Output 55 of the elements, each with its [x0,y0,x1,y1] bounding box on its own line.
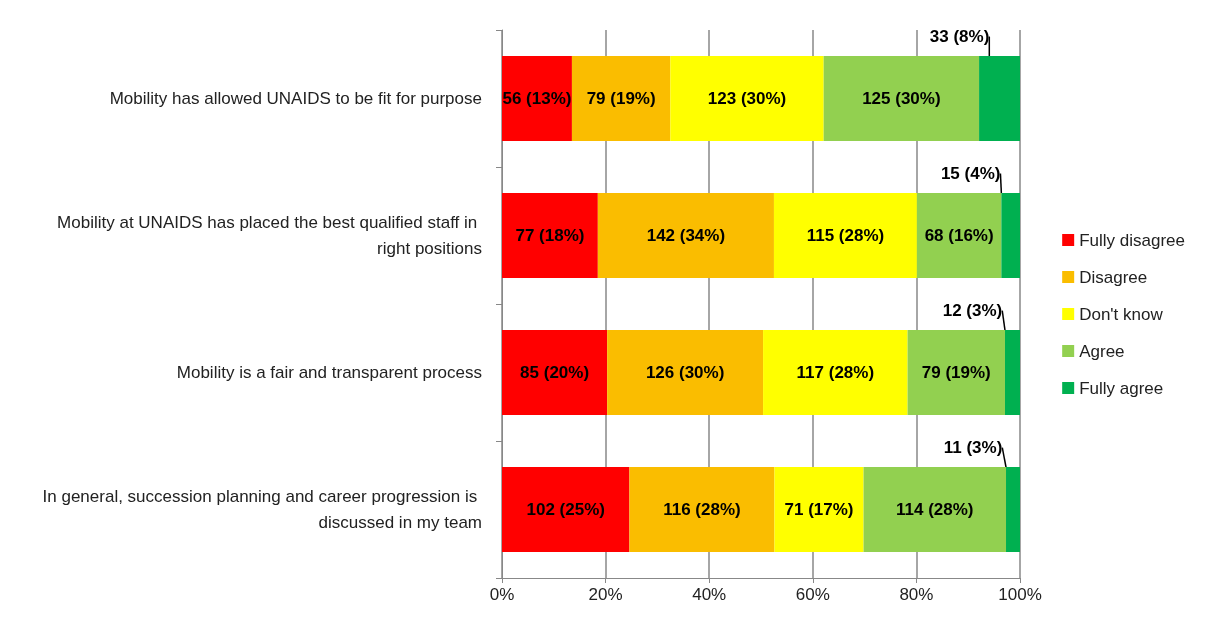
bar [670,56,824,141]
data-label: 116 (28%) [663,500,741,519]
legend-label: Disagree [1079,267,1148,287]
data-label: 12 (3%) [942,301,1003,321]
bar [571,56,671,141]
bar [774,467,864,552]
data-label: 123 (30%) [707,89,787,108]
bar [597,193,774,278]
data-label: 115 (28%) [806,226,885,245]
bar [502,193,598,278]
y-tick-label: Mobility at UNAIDS has placed the best qualified staff in right positions [57,213,482,258]
data-label: 126 (30%) [645,363,725,382]
bar [1004,330,1020,415]
legend-label: Don't know [1079,304,1164,324]
data-label: 71 (17%) [784,500,854,519]
bar [1001,193,1020,278]
bar [863,467,1007,552]
bar [763,330,908,415]
bar [502,330,608,415]
bar [1006,467,1020,552]
data-label: 79 (19%) [586,89,656,108]
data-label: 79 (19%) [921,363,991,382]
bar [916,193,1002,278]
data-label: 114 (28%) [896,500,974,519]
bar [979,56,1020,141]
data-label: 15 (4%) [940,164,1001,184]
data-label: 85 (20%) [520,363,590,382]
data-label: 33 (8%) [929,27,990,47]
bar [773,193,917,278]
bar [502,467,630,552]
data-label: 56 (13%) [502,89,572,108]
data-label: 142 (34%) [646,226,726,245]
y-tick-label: Mobility has allowed UNAIDS to be fit for purpose [109,89,482,108]
x-tick-label: 0% [489,585,515,604]
bar [629,467,775,552]
x-tick-label: 100% [998,585,1042,604]
y-tick-label: Mobility is a fair and transparent process [176,363,482,382]
legend-label: Fully agree [1079,378,1164,398]
x-tick-label: 20% [588,585,623,604]
legend-label: Agree [1079,341,1125,361]
bar [607,330,764,415]
x-tick-label: 60% [795,585,830,604]
data-label: 68 (16%) [924,226,994,245]
x-tick-label: 80% [899,585,934,604]
data-label: 11 (3%) [943,438,1003,458]
y-tick-label: In general, succession planning and career progression is discussed in my team [42,487,482,532]
data-label: 102 (25%) [526,500,605,519]
bar [907,330,1005,415]
legend-label: Fully disagree [1079,230,1185,250]
data-label: 117 (28%) [796,363,875,382]
data-label: 125 (30%) [862,89,941,108]
x-tick-label: 40% [692,585,727,604]
bar [502,56,572,141]
bar [823,56,980,141]
data-label: 77 (18%) [515,226,585,245]
